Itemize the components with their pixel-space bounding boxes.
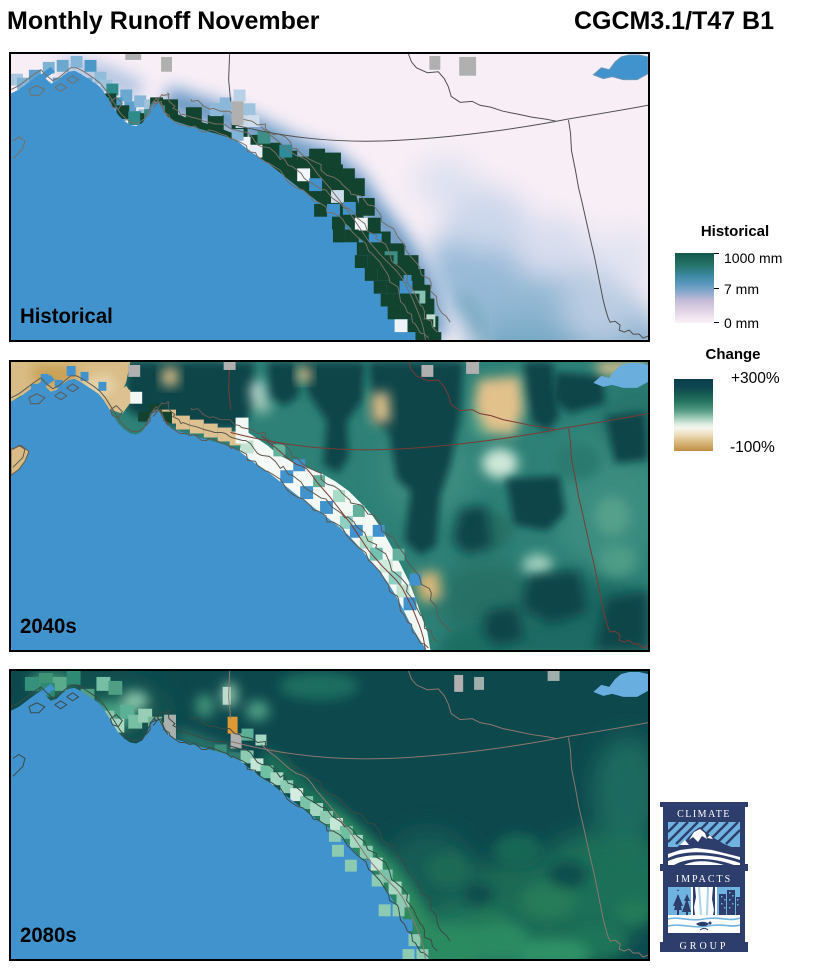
svg-text:GROUP: GROUP bbox=[680, 941, 729, 952]
svg-text:IMPACTS: IMPACTS bbox=[676, 874, 732, 885]
svg-text:CLIMATE: CLIMATE bbox=[677, 809, 731, 820]
